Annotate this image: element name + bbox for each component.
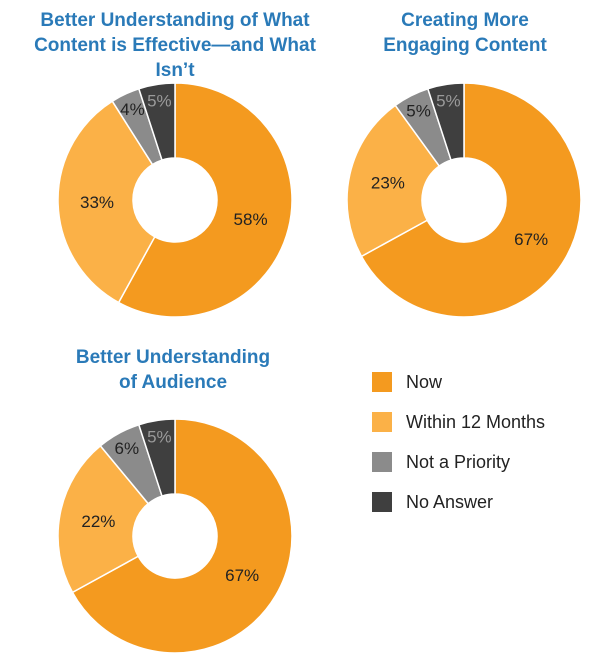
legend-swatch-now bbox=[372, 372, 392, 392]
donut-chart-1: 58% 33% 4% 5% bbox=[57, 82, 293, 318]
chart-2-title-line-1: Creating More bbox=[401, 10, 529, 31]
chart-3-slice-now bbox=[71, 418, 293, 654]
chart-3-label-now: 67% bbox=[225, 566, 259, 585]
donut-chart-3: 67% 22% 6% 5% bbox=[57, 418, 293, 654]
chart-3-label-not-a-priority: 6% bbox=[115, 439, 140, 458]
legend-item-no-answer: No Answer bbox=[372, 482, 545, 522]
chart-1-label-no-answer: 5% bbox=[147, 92, 172, 111]
legend-label-now: Now bbox=[406, 371, 443, 392]
legend-label-not-a-priority: Not a Priority bbox=[406, 451, 511, 472]
chart-3-title: Better Understanding of Audience bbox=[48, 345, 298, 395]
chart-3-title-line-1: Better Understanding bbox=[75, 347, 271, 368]
chart-2-slice-within-12-months bbox=[346, 104, 441, 258]
chart-3-label-within-12-months: 22% bbox=[81, 512, 115, 531]
legend-swatch-no-answer bbox=[372, 492, 392, 512]
chart-2-title: Creating More Engaging Content bbox=[346, 8, 584, 58]
legend-swatch-within-12-months bbox=[372, 412, 392, 432]
chart-1-slice-no-answer bbox=[137, 82, 176, 162]
chart-1-title-line-2: Content is Effective—and What Isn’t bbox=[34, 35, 316, 81]
chart-1-title: Better Understanding of What Content is … bbox=[14, 8, 336, 83]
chart-2-label-not-a-priority: 5% bbox=[406, 101, 431, 120]
chart-2-label-no-answer: 5% bbox=[436, 92, 461, 111]
legend-item-now: Now bbox=[372, 362, 545, 402]
chart-3-title-line-2: of Audience bbox=[118, 372, 228, 393]
chart-1-title-line-1: Better Understanding of What bbox=[40, 10, 310, 31]
legend-label-within-12-months: Within 12 Months bbox=[406, 411, 546, 432]
chart-3-slice-no-answer bbox=[137, 418, 176, 498]
chart-1-label-not-a-priority: 4% bbox=[120, 100, 145, 119]
chart-1-slice-within-12-months bbox=[57, 100, 156, 304]
legend: Now Within 12 Months Not a Priority No A… bbox=[372, 362, 545, 522]
chart-2-slice-no-answer bbox=[426, 82, 465, 162]
legend-item-not-a-priority: Not a Priority bbox=[372, 442, 545, 482]
chart-2-title-line-2: Engaging Content bbox=[383, 35, 547, 56]
legend-item-within-12-months: Within 12 Months bbox=[372, 402, 545, 442]
chart-2-slice-now bbox=[360, 82, 582, 318]
chart-3-slice-within-12-months bbox=[57, 444, 150, 594]
chart-3-label-no-answer: 5% bbox=[147, 428, 172, 447]
chart-1-label-now: 58% bbox=[234, 210, 268, 229]
chart-1-label-within-12-months: 33% bbox=[80, 193, 114, 212]
legend-label-no-answer: No Answer bbox=[406, 491, 494, 512]
chart-2-label-within-12-months: 23% bbox=[371, 173, 405, 192]
chart-2-label-now: 67% bbox=[514, 230, 548, 249]
chart-1-slice-now bbox=[117, 82, 293, 318]
donut-chart-2: 67% 23% 5% 5% bbox=[346, 82, 582, 318]
legend-swatch-not-a-priority bbox=[372, 452, 392, 472]
